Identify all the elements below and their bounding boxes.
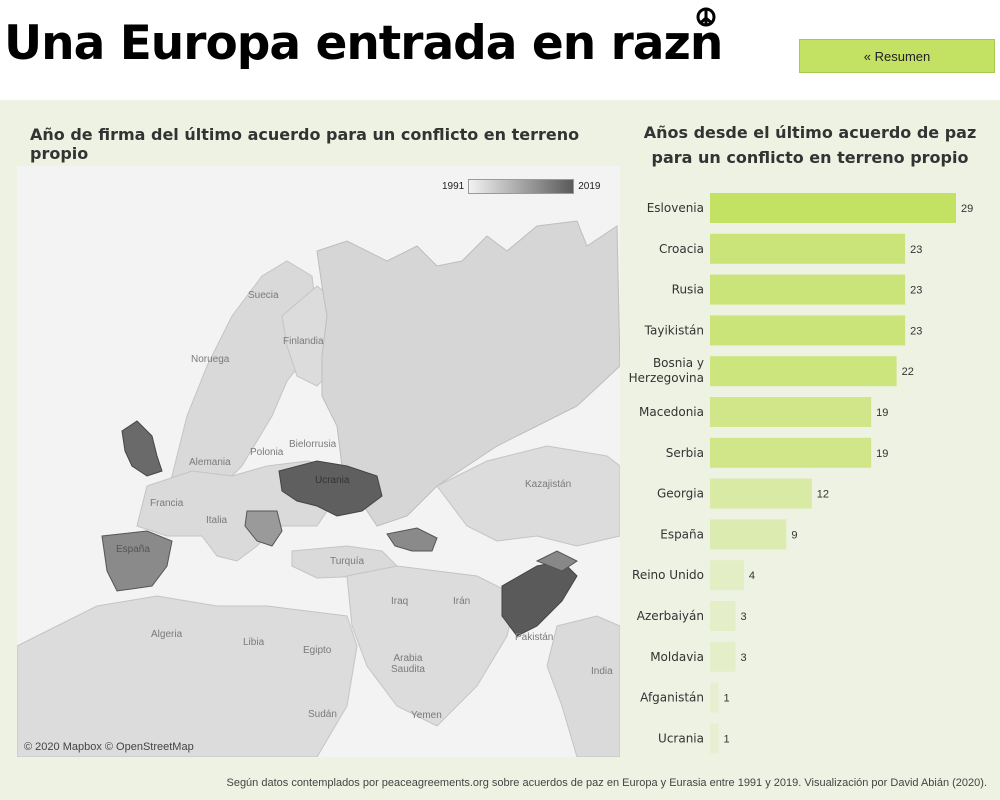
map-label-arabia-saudita: Arabia Saudita	[391, 653, 425, 675]
map-label-finlandia: Finlandia	[283, 336, 324, 347]
title-main: Una Europa entrada en raz	[4, 16, 691, 71]
land-balkans	[244, 510, 283, 547]
map-label-noruega: Noruega	[191, 354, 230, 365]
map-label-alemania: Alemania	[189, 457, 231, 468]
title-last-letter-wrap: n	[690, 7, 723, 71]
map-label-espana: España	[116, 544, 150, 555]
map-label-ucrania: Ucrania	[315, 475, 350, 486]
map-label-polonia: Polonia	[250, 447, 284, 458]
land-ukraine	[278, 460, 383, 517]
legend-gradient	[468, 178, 575, 194]
map-label-suecia: Suecia	[248, 290, 279, 301]
map-label-turquia: Turquía	[330, 556, 365, 567]
land-caucasus	[386, 527, 438, 552]
map-label-india: India	[591, 666, 613, 677]
map-label-yemen: Yemen	[411, 710, 442, 721]
land-kazakhstan	[436, 445, 620, 547]
map-label-francia: Francia	[150, 498, 184, 509]
header: Una Europa entrada en raz n « Resumen	[0, 0, 1000, 100]
map-label-sudan: Sudán	[308, 709, 337, 720]
map-label-libia: Libia	[243, 637, 265, 648]
map-label-egipto: Egipto	[303, 645, 332, 656]
map-label-iraq: Iraq	[391, 596, 409, 607]
bar-chart-title: Años desde el último acuerdo de paz para…	[643, 123, 977, 167]
legend-max: 2019	[578, 180, 601, 192]
land-uk	[121, 420, 163, 477]
page-title: Una Europa entrada en raz n	[4, 7, 723, 71]
legend-min: 1991	[442, 180, 465, 192]
summary-button[interactable]: « Resumen	[799, 39, 995, 73]
map-title: Año de firma del último acuerdo para un …	[30, 125, 580, 163]
land-south-asia	[546, 615, 620, 757]
land-spain	[101, 530, 173, 592]
map-copyright: © 2020 Mapbox © OpenStreetMap	[24, 741, 194, 753]
map-label-argelia: Algeria	[151, 629, 183, 640]
map-label-italia: Italia	[206, 515, 228, 526]
map-label-iran: Irán	[453, 596, 471, 607]
footer-note: Según datos contemplados por peaceagreem…	[226, 777, 987, 789]
land-north-africa	[17, 595, 358, 757]
land-russia	[316, 220, 620, 527]
map-legend: 1991 2019	[442, 178, 601, 194]
map-panel[interactable]: Suecia Finlandia Noruega Bielorrusia Pol…	[17, 166, 620, 757]
map-canvas[interactable]	[17, 166, 620, 757]
map-label-pakistan: Pakistán	[515, 632, 554, 643]
map-label-bielorrusia: Bielorrusia	[289, 439, 337, 450]
map-label-kazajistan: Kazajistán	[525, 479, 572, 490]
land-middle-east	[346, 565, 518, 727]
peace-symbol-icon	[696, 7, 716, 27]
land-tajikistan	[535, 550, 578, 572]
